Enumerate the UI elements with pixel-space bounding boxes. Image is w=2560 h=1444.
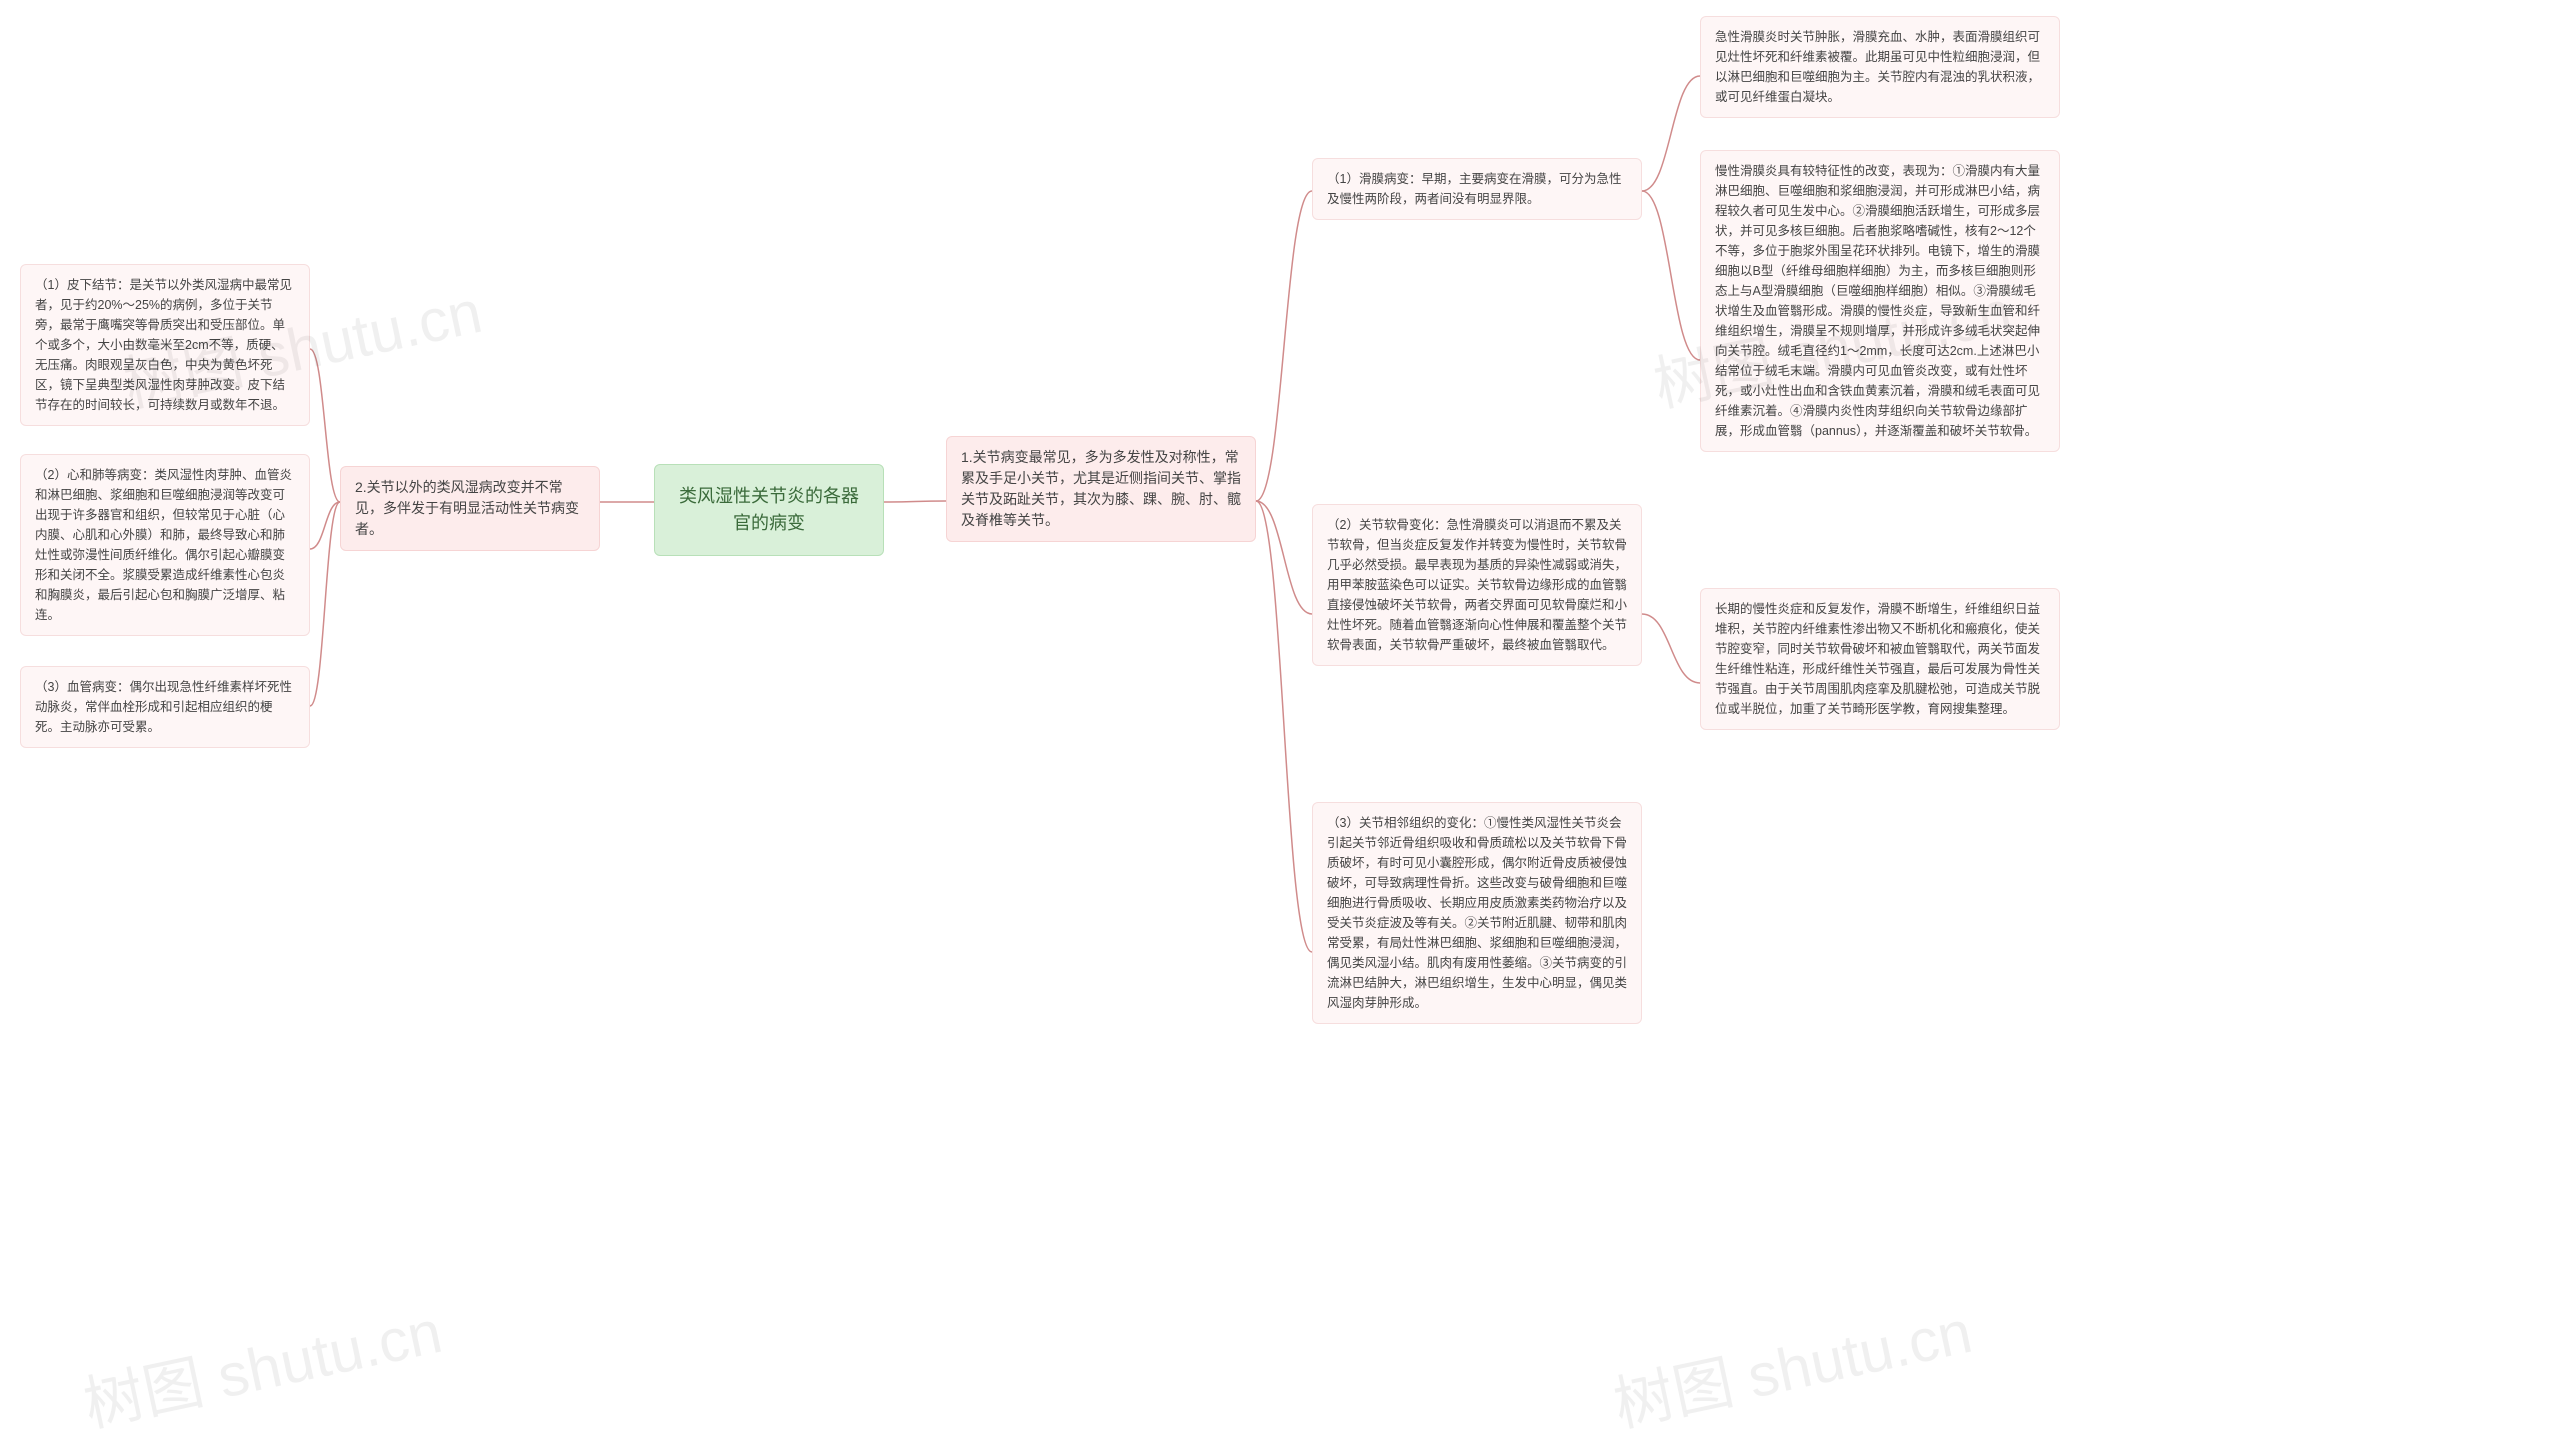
node-synovium-chronic[interactable]: 慢性滑膜炎具有较特征性的改变，表现为：①滑膜内有大量淋巴细胞、巨噬细胞和浆细胞浸… [1700,150,2060,452]
node-heart-lung[interactable]: （2）心和肺等病变：类风湿性肉芽肿、血管炎和淋巴细胞、浆细胞和巨噬细胞浸润等改变… [20,454,310,636]
node-cartilage-result[interactable]: 长期的慢性炎症和反复发作，滑膜不断增生，纤维组织日益堆积，关节腔内纤维素性渗出物… [1700,588,2060,730]
root-node[interactable]: 类风湿性关节炎的各器官的病变 [654,464,884,556]
node-adjacent[interactable]: （3）关节相邻组织的变化：①慢性类风湿性关节炎会引起关节邻近骨组织吸收和骨质疏松… [1312,802,1642,1024]
node-vascular[interactable]: （3）血管病变：偶尔出现急性纤维素样坏死性动脉炎，常伴血栓形成和引起相应组织的梗… [20,666,310,748]
watermark: 树图 shutu.cn [75,1283,449,1444]
branch-joint[interactable]: 1.关节病变最常见，多为多发性及对称性，常累及手足小关节，尤其是近侧指间关节、掌… [946,436,1256,542]
node-cartilage[interactable]: （2）关节软骨变化：急性滑膜炎可以消退而不累及关节软骨，但当炎症反复发作并转变为… [1312,504,1642,666]
watermark: 树图 shutu.cn [1605,1283,1979,1444]
node-synovium[interactable]: （1）滑膜病变：早期，主要病变在滑膜，可分为急性及慢性两阶段，两者间没有明显界限… [1312,158,1642,220]
branch-nonjoint[interactable]: 2.关节以外的类风湿病改变并不常见，多伴发于有明显活动性关节病变者。 [340,466,600,551]
connector-layer [0,0,2560,1355]
node-subcutaneous[interactable]: （1）皮下结节：是关节以外类风湿病中最常见者，见于约20%～25%的病例，多位于… [20,264,310,426]
mindmap-canvas: 类风湿性关节炎的各器官的病变 1.关节病变最常见，多为多发性及对称性，常累及手足… [0,0,2560,1355]
node-synovium-acute[interactable]: 急性滑膜炎时关节肿胀，滑膜充血、水肿，表面滑膜组织可见灶性坏死和纤维素被覆。此期… [1700,16,2060,118]
